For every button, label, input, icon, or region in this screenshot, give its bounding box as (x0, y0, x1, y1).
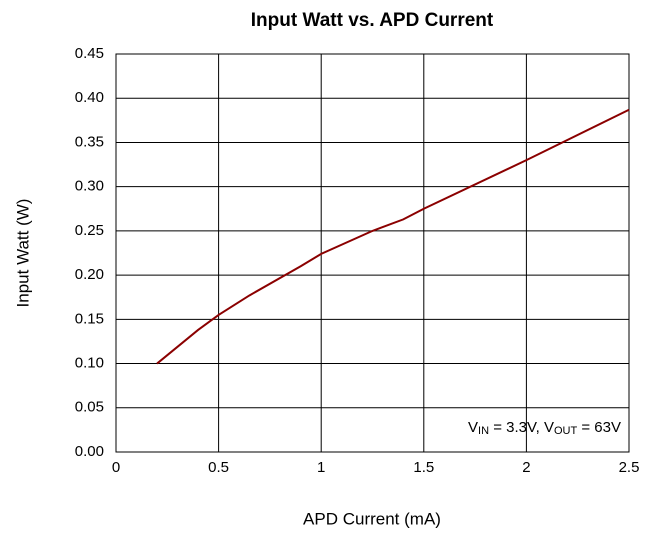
annotation-text: = 3.3V, V (489, 419, 554, 436)
plot-area (115, 53, 630, 453)
y-tick-label: 0.30 (75, 178, 104, 195)
chart-title: Input Watt vs. APD Current (251, 10, 494, 31)
x-axis-label: APD Current (mA) (303, 509, 441, 528)
y-tick-label: 0.35 (75, 133, 104, 150)
annotation-text: V (468, 419, 478, 436)
y-tick-label: 0.40 (75, 89, 104, 106)
x-tick-label: 0.5 (208, 459, 229, 476)
y-axis-label: Input Watt (W) (13, 199, 32, 308)
y-tick-label: 0.45 (75, 45, 104, 62)
y-tick-label: 0.05 (75, 399, 104, 416)
x-tick-label: 2 (522, 459, 530, 476)
x-tick-label: 0 (112, 459, 120, 476)
annotation: VIN = 3.3V, VOUT = 63V (468, 419, 621, 437)
annotation-text: = 63V (577, 419, 621, 436)
x-tick-label: 1 (317, 459, 325, 476)
y-tick-label: 0.15 (75, 310, 104, 327)
y-tick-label: 0.20 (75, 266, 104, 283)
y-tick-label: 0.25 (75, 222, 104, 239)
annotation-subscript: IN (478, 425, 489, 437)
data-line (156, 108, 630, 365)
x-tick-label: 2.5 (619, 459, 640, 476)
y-tick-label: 0.00 (75, 443, 104, 460)
x-tick-label: 1.5 (413, 459, 434, 476)
y-tick-label: 0.10 (75, 355, 104, 372)
annotation-subscript: OUT (554, 425, 578, 437)
